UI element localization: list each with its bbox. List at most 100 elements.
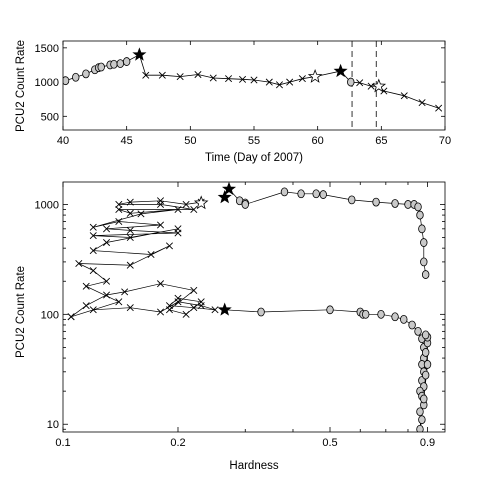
bottom-point-x — [121, 288, 129, 296]
bottom-point-x — [174, 229, 182, 237]
bottom-point-x — [174, 294, 182, 302]
bottom-point-circle — [420, 238, 428, 247]
top-point-x — [418, 99, 426, 107]
bottom-point-x — [126, 198, 134, 206]
top-point-circle — [97, 62, 105, 72]
bottom-y-tick-label: 10 — [47, 419, 59, 431]
top-point-x — [209, 74, 217, 82]
bottom-point-x — [75, 260, 83, 268]
bottom-point-x — [103, 225, 111, 233]
bottom-point-circle — [377, 309, 385, 319]
bottom-point-x — [156, 308, 165, 316]
bottom-point-x — [156, 197, 165, 205]
bottom-point-circle — [420, 257, 428, 267]
bottom-point-circle — [257, 307, 265, 317]
bottom-x-tick-label: 0.5 — [322, 437, 337, 449]
top-point-x — [298, 75, 306, 83]
bottom-point-circle — [414, 202, 422, 212]
bottom-point-circle — [421, 330, 430, 340]
top-point-circle — [347, 77, 355, 87]
bottom-point-circle — [421, 270, 430, 279]
bottom-point-circle — [391, 312, 399, 322]
bottom-point-x — [115, 217, 123, 225]
bottom-point-circle — [421, 370, 430, 380]
bottom-point-circle — [418, 415, 426, 425]
top-point-x — [275, 81, 283, 89]
bottom-point-x — [89, 223, 97, 231]
top-x-tick-label: 45 — [121, 135, 133, 147]
bottom-point-circle — [418, 224, 426, 234]
bottom-point-x — [197, 302, 205, 310]
bottom-point-x — [89, 306, 97, 314]
bottom-point-x — [115, 298, 123, 306]
bottom-point-circle — [421, 348, 430, 357]
top-x-tick-label: 40 — [57, 135, 69, 147]
top-point-x — [225, 75, 233, 83]
bottom-x-trajectory-line — [70, 200, 216, 318]
top-x-tick-label: 70 — [439, 135, 451, 147]
bottom-point-open-star — [193, 195, 209, 210]
bottom-point-circle — [361, 309, 370, 319]
top-point-open-star — [371, 78, 387, 93]
bottom-point-x — [197, 298, 205, 306]
top-point-circle — [63, 76, 70, 86]
top-point-x — [286, 78, 294, 86]
top-point-x — [400, 92, 408, 100]
bottom-point-x — [182, 200, 190, 208]
top-point-x — [158, 71, 166, 79]
bottom-point-x — [115, 205, 123, 213]
bottom-point-x — [126, 226, 134, 234]
bottom-point-circle — [416, 407, 424, 417]
bottom-point-x — [89, 247, 97, 255]
bottom-lower-track-line — [224, 309, 428, 430]
bottom-point-x — [182, 310, 190, 318]
bottom-point-circle — [319, 190, 327, 199]
bottom-point-x — [174, 205, 182, 213]
top-point-x — [239, 75, 247, 83]
bottom-point-circle — [414, 326, 422, 336]
bottom-point-circle — [312, 189, 320, 199]
bottom-point-x — [103, 291, 111, 299]
bottom-point-circle — [416, 210, 424, 220]
bottom-point-x — [103, 277, 111, 285]
bottom-point-x — [190, 286, 198, 294]
top-x-tick-label: 55 — [248, 135, 260, 147]
bottom-point-x — [115, 200, 123, 208]
top-axis-ticks: 40 45 50 55 60 65 70 500 1000 1500 — [35, 41, 451, 147]
bottom-point-x — [67, 313, 75, 321]
bottom-point-x — [82, 282, 90, 290]
top-point-x — [356, 79, 364, 87]
top-y-tick-label: 1500 — [35, 43, 59, 55]
top-point-circle — [110, 59, 118, 69]
top-x-tick-label: 65 — [375, 135, 387, 147]
top-point-x — [435, 104, 443, 112]
bottom-point-circle — [297, 189, 305, 199]
bottom-point-x — [137, 210, 145, 218]
top-y-tick-label: 500 — [41, 111, 59, 123]
bottom-point-filled-star — [217, 302, 232, 316]
top-point-circle — [116, 59, 124, 68]
bottom-axis-ticks: 0.1 0.2 0.5 0.9 10 100 1000 — [35, 182, 445, 449]
bottom-plot-frame — [62, 181, 446, 433]
bottom-point-circle — [391, 199, 399, 208]
bottom-point-x — [147, 251, 155, 259]
bottom-point-x — [126, 233, 134, 242]
bottom-point-circle — [372, 197, 380, 207]
top-panel: 40 45 50 55 60 65 70 500 1000 1500 Time (Day of 2… — [15, 40, 451, 164]
top-point-open-star — [307, 68, 323, 83]
bottom-point-filled-star — [217, 189, 232, 204]
top-plot-frame — [62, 40, 446, 131]
bottom-point-x — [103, 239, 111, 247]
bottom-point-circle — [280, 187, 289, 197]
bottom-point-x — [156, 280, 165, 288]
top-point-circle — [72, 72, 80, 82]
bottom-point-circle — [416, 424, 424, 432]
bottom-x-tick-label: 0.1 — [55, 437, 70, 449]
top-point-circle — [82, 69, 90, 79]
bottom-point-x — [89, 267, 97, 275]
top-point-x — [142, 71, 150, 79]
bottom-data-marks — [67, 182, 432, 432]
top-point-x — [265, 78, 273, 86]
bottom-point-x — [126, 209, 134, 217]
